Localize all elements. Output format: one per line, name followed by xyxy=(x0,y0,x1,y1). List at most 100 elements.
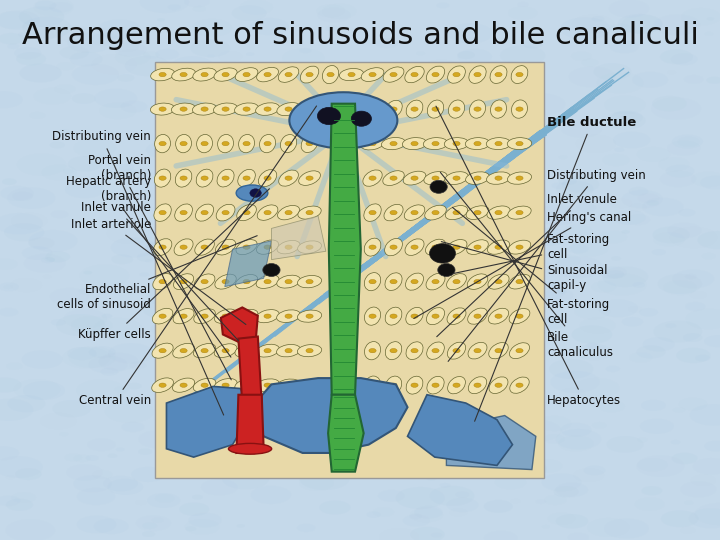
Ellipse shape xyxy=(411,245,418,249)
Ellipse shape xyxy=(516,383,523,387)
Ellipse shape xyxy=(89,356,127,374)
Ellipse shape xyxy=(285,72,292,77)
Ellipse shape xyxy=(68,347,116,368)
Ellipse shape xyxy=(598,299,638,318)
Ellipse shape xyxy=(193,354,229,370)
Ellipse shape xyxy=(390,141,397,146)
Ellipse shape xyxy=(457,49,492,64)
Ellipse shape xyxy=(108,343,154,363)
Ellipse shape xyxy=(235,379,258,392)
Ellipse shape xyxy=(257,116,279,126)
Ellipse shape xyxy=(575,344,612,360)
Ellipse shape xyxy=(204,356,243,373)
Ellipse shape xyxy=(321,82,333,86)
Ellipse shape xyxy=(427,376,444,394)
Ellipse shape xyxy=(636,455,685,477)
Ellipse shape xyxy=(299,102,320,116)
Ellipse shape xyxy=(285,176,292,180)
Ellipse shape xyxy=(300,66,319,83)
Ellipse shape xyxy=(423,138,448,150)
Ellipse shape xyxy=(556,180,593,198)
Ellipse shape xyxy=(285,383,292,387)
Ellipse shape xyxy=(693,458,720,475)
Polygon shape xyxy=(328,395,364,471)
Ellipse shape xyxy=(672,269,714,288)
Ellipse shape xyxy=(195,204,214,221)
Ellipse shape xyxy=(685,309,720,329)
Ellipse shape xyxy=(68,156,102,172)
Ellipse shape xyxy=(432,176,439,180)
Ellipse shape xyxy=(516,314,523,318)
Ellipse shape xyxy=(94,518,129,534)
Ellipse shape xyxy=(369,314,376,318)
Ellipse shape xyxy=(448,376,465,394)
Ellipse shape xyxy=(154,169,171,187)
Ellipse shape xyxy=(695,355,710,361)
Ellipse shape xyxy=(163,163,203,181)
Ellipse shape xyxy=(361,68,384,82)
Ellipse shape xyxy=(453,72,460,77)
Ellipse shape xyxy=(361,137,384,150)
Ellipse shape xyxy=(112,289,119,293)
Ellipse shape xyxy=(159,383,166,387)
Ellipse shape xyxy=(381,93,408,105)
Ellipse shape xyxy=(217,129,252,145)
Ellipse shape xyxy=(468,231,479,235)
Ellipse shape xyxy=(348,72,355,77)
Ellipse shape xyxy=(189,339,227,356)
Ellipse shape xyxy=(672,453,698,464)
Ellipse shape xyxy=(358,165,367,169)
Ellipse shape xyxy=(539,316,567,329)
Ellipse shape xyxy=(654,321,702,342)
Ellipse shape xyxy=(465,138,490,150)
Ellipse shape xyxy=(165,261,177,266)
Ellipse shape xyxy=(431,460,451,469)
Ellipse shape xyxy=(613,210,646,225)
Ellipse shape xyxy=(276,345,300,357)
Ellipse shape xyxy=(474,280,481,284)
Ellipse shape xyxy=(556,514,588,529)
Ellipse shape xyxy=(382,268,394,274)
Ellipse shape xyxy=(415,261,435,270)
Ellipse shape xyxy=(316,66,347,80)
Ellipse shape xyxy=(301,134,318,152)
Ellipse shape xyxy=(385,307,402,325)
Ellipse shape xyxy=(495,245,502,249)
Ellipse shape xyxy=(201,223,215,230)
Ellipse shape xyxy=(333,116,370,132)
Ellipse shape xyxy=(506,264,543,281)
Ellipse shape xyxy=(432,107,439,111)
Ellipse shape xyxy=(363,101,382,117)
Ellipse shape xyxy=(556,429,601,449)
Ellipse shape xyxy=(637,193,660,203)
Ellipse shape xyxy=(339,69,364,80)
Ellipse shape xyxy=(125,56,170,76)
Ellipse shape xyxy=(626,214,650,225)
Ellipse shape xyxy=(507,91,518,97)
Ellipse shape xyxy=(23,381,65,400)
Ellipse shape xyxy=(425,205,446,220)
Ellipse shape xyxy=(451,410,488,428)
Ellipse shape xyxy=(297,345,322,357)
Ellipse shape xyxy=(516,211,523,215)
Ellipse shape xyxy=(240,0,273,15)
Ellipse shape xyxy=(236,240,257,255)
Ellipse shape xyxy=(28,238,55,249)
Ellipse shape xyxy=(453,314,460,318)
Ellipse shape xyxy=(193,379,216,392)
Ellipse shape xyxy=(201,245,208,249)
Ellipse shape xyxy=(586,343,598,348)
Ellipse shape xyxy=(116,448,125,451)
Ellipse shape xyxy=(576,203,596,212)
Ellipse shape xyxy=(485,165,519,180)
Ellipse shape xyxy=(164,174,207,193)
Ellipse shape xyxy=(159,348,166,353)
Ellipse shape xyxy=(150,321,184,336)
Ellipse shape xyxy=(430,486,474,506)
Ellipse shape xyxy=(285,141,292,146)
Ellipse shape xyxy=(468,377,487,394)
Ellipse shape xyxy=(217,169,234,187)
Ellipse shape xyxy=(222,72,229,77)
Polygon shape xyxy=(408,395,513,465)
Ellipse shape xyxy=(444,138,469,150)
